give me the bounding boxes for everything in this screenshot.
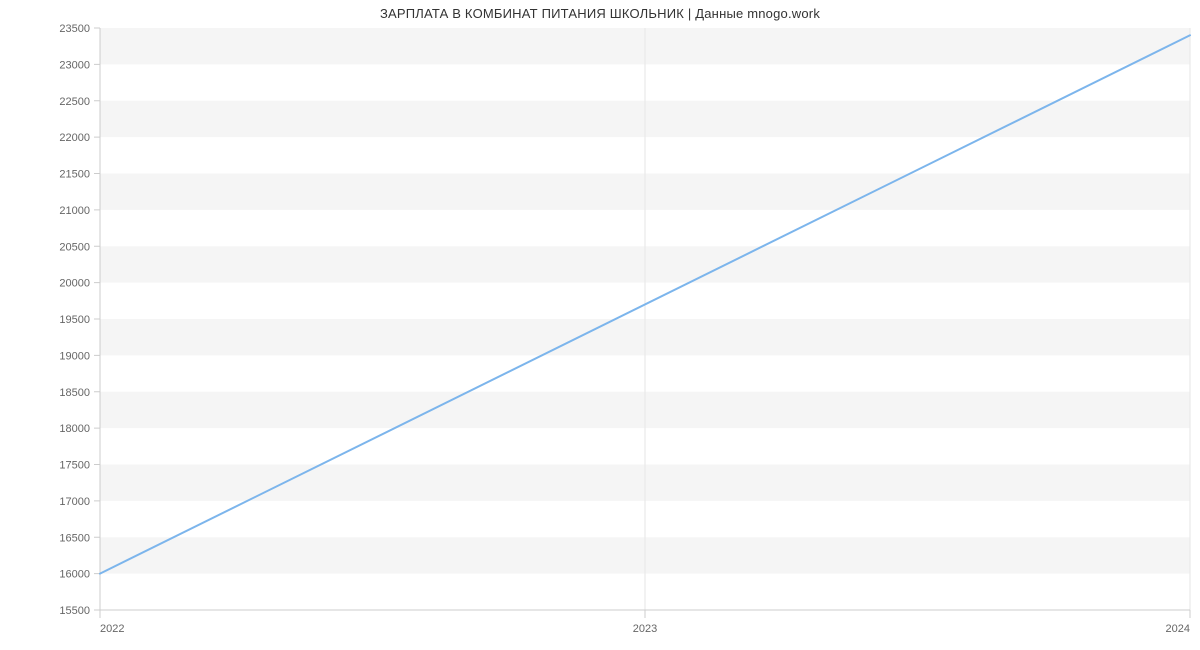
y-tick-label: 21000 <box>59 205 90 217</box>
y-tick-label: 16000 <box>59 569 90 581</box>
y-tick-label: 19500 <box>59 314 90 326</box>
y-tick-label: 23000 <box>59 59 90 71</box>
x-tick-label: 2024 <box>1166 623 1190 635</box>
x-tick-label: 2023 <box>633 623 657 635</box>
chart-svg: 15500 16000 16500 17000 17500 18000 18500 19000… <box>0 0 1200 650</box>
y-tick-label: 18500 <box>59 387 90 399</box>
y-tick-label: 22000 <box>59 132 90 144</box>
y-tick-label: 21500 <box>59 169 90 181</box>
x-tick-label: 2022 <box>100 623 124 635</box>
y-tick-label: 15500 <box>59 605 90 617</box>
y-tick-label: 17500 <box>59 460 90 472</box>
y-tick-label: 20000 <box>59 278 90 290</box>
y-tick-label: 17000 <box>59 496 90 508</box>
y-tick-label: 20500 <box>59 241 90 253</box>
y-tick-label: 22500 <box>59 96 90 108</box>
y-tick-label: 16500 <box>59 532 90 544</box>
y-tick-label: 23500 <box>59 23 90 35</box>
salary-line-chart: ЗАРПЛАТА В КОМБИНАТ ПИТАНИЯ ШКОЛЬНИК | Д… <box>0 0 1200 650</box>
chart-title: ЗАРПЛАТА В КОМБИНАТ ПИТАНИЯ ШКОЛЬНИК | Д… <box>0 6 1200 21</box>
y-tick-label: 18000 <box>59 423 90 435</box>
y-tick-label: 19000 <box>59 350 90 362</box>
